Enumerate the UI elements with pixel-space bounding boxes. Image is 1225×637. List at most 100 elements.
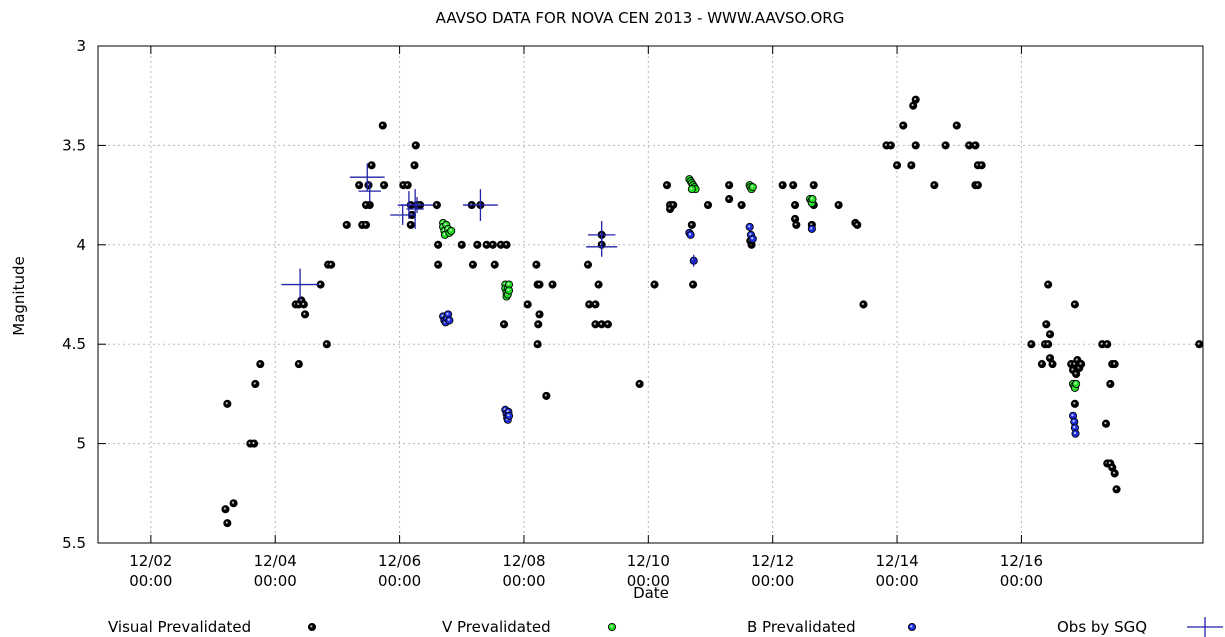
data-point-highlight <box>318 282 322 286</box>
data-point <box>1045 330 1055 339</box>
x-tick-label-date: 12/12 <box>751 552 794 570</box>
plot-frame <box>97 45 1204 544</box>
data-point <box>256 360 265 369</box>
data-point-highlight <box>587 302 590 305</box>
data-point-highlight <box>706 203 709 206</box>
data-point-highlight <box>302 302 305 305</box>
data-point <box>410 161 419 170</box>
data-point-highlight <box>223 507 226 510</box>
x-tick-label-date: 12/04 <box>254 552 297 570</box>
legend: Visual Prevalidated V Prevalidated B Preva… <box>108 617 1223 637</box>
data-point-highlight <box>1071 414 1074 417</box>
data-point <box>322 340 331 349</box>
data-point <box>1042 320 1051 329</box>
data-point-highlight <box>955 123 958 127</box>
data-point <box>379 181 389 190</box>
x-tick-labels: 12/02 00:00 12/04 00:00 12/06 00:00 12/08 00:00… <box>129 552 1043 590</box>
data-point <box>666 204 675 214</box>
x-tick-label-date: 12/06 <box>378 552 421 570</box>
data-point <box>361 200 371 210</box>
data-point <box>327 260 336 269</box>
data-point <box>294 360 303 369</box>
data-point <box>221 505 230 514</box>
data-point <box>971 141 980 150</box>
data-point <box>1070 399 1079 408</box>
data-point <box>591 300 600 309</box>
data-point <box>911 141 920 150</box>
data-point-highlight <box>739 203 743 206</box>
data-point-highlight <box>507 414 510 417</box>
data-point-highlight <box>751 237 754 240</box>
data-point-highlight <box>506 410 509 413</box>
data-point-highlight <box>1046 282 1049 286</box>
x-tick-label-date: 12/10 <box>627 552 670 570</box>
data-marks <box>221 95 1204 528</box>
data-point-highlight <box>1105 342 1108 345</box>
data-point <box>789 181 798 190</box>
data-point <box>1110 469 1119 478</box>
y-tick-label: 3 <box>76 37 86 55</box>
data-point <box>1027 340 1036 349</box>
data-point-highlight <box>690 187 693 190</box>
data-point-highlight <box>436 243 439 246</box>
data-point <box>533 340 542 349</box>
data-point-highlight <box>1074 382 1077 385</box>
data-point-highlight <box>1040 362 1043 365</box>
data-point-highlight <box>1073 302 1076 305</box>
data-point <box>406 220 415 229</box>
data-point <box>1044 340 1053 349</box>
data-point-highlight <box>914 97 917 101</box>
data-point-highlight <box>325 342 328 345</box>
data-point <box>853 220 862 229</box>
sgq-cross-mark <box>463 189 498 221</box>
data-point-highlight <box>855 223 858 226</box>
data-point-highlight <box>534 262 537 266</box>
data-point <box>457 240 466 249</box>
data-point <box>748 234 757 243</box>
x-tick-label-date: 12/14 <box>875 552 918 570</box>
legend-marker-highlight <box>610 625 613 628</box>
data-point <box>748 183 757 192</box>
x-tick-label-time: 00:00 <box>1000 572 1043 590</box>
data-point <box>1071 429 1080 438</box>
data-point-highlight <box>671 203 674 206</box>
data-point-highlight <box>1112 471 1116 474</box>
legend-label: V Prevalidated <box>442 618 551 636</box>
data-point <box>792 220 801 229</box>
legend-item: V Prevalidated <box>442 618 617 636</box>
data-point-highlight <box>751 185 754 188</box>
data-point <box>535 280 544 289</box>
data-point-highlight <box>1073 425 1076 429</box>
data-point-highlight <box>369 163 373 166</box>
data-point-highlight <box>690 223 693 226</box>
series-visual-prevalidated <box>221 95 1204 528</box>
data-point <box>229 499 238 508</box>
data-point-highlight <box>889 143 892 146</box>
data-point-highlight <box>932 183 935 186</box>
data-point-highlight <box>1029 342 1032 345</box>
data-point-highlight <box>1074 372 1077 375</box>
x-tick-label-time: 00:00 <box>129 572 172 590</box>
data-point-highlight <box>967 143 970 146</box>
x-tick-label-time: 00:00 <box>254 572 297 590</box>
data-point <box>468 260 478 269</box>
data-point-highlight <box>412 163 416 166</box>
data-point-highlight <box>231 501 235 504</box>
data-point-highlight <box>252 441 255 445</box>
x-tick-label-time: 00:00 <box>875 572 918 590</box>
data-point-highlight <box>1073 402 1076 405</box>
axis-layer <box>97 45 1204 544</box>
data-point-highlight <box>1104 422 1107 425</box>
sgq-cross-mark <box>406 189 424 229</box>
data-point <box>434 240 443 249</box>
data-point-highlight <box>405 183 409 186</box>
data-point-highlight <box>253 382 256 385</box>
series-b-prevalidated <box>439 222 1080 438</box>
data-point <box>432 200 441 210</box>
y-tick-label: 5 <box>76 435 86 453</box>
sgq-cross-mark <box>691 254 696 267</box>
sgq-cross-mark <box>586 236 618 257</box>
sgq-cross-mark <box>358 181 381 202</box>
data-point-highlight <box>794 223 797 226</box>
